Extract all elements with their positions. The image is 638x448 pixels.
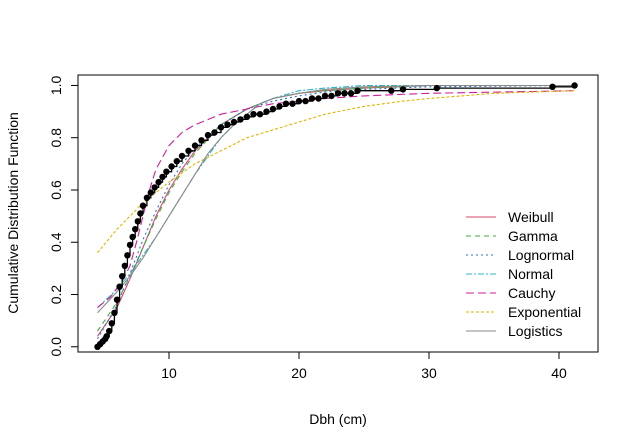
x-tick-label: 30 [421,365,437,381]
empirical-point [263,108,270,115]
empirical-point [111,309,118,316]
empirical-point [250,111,257,118]
series-logistics-line [97,84,575,314]
x-axis-label: Dbh (cm) [309,411,367,427]
empirical-point [289,100,296,107]
empirical-point [230,118,238,126]
x-tick-label: 20 [291,365,307,381]
empirical-point [173,158,180,165]
empirical-point [224,121,231,128]
y-tick-label: 0.8 [48,128,64,148]
y-tick-label: 0.6 [48,180,64,200]
legend-label-lognormal: Lognormal [508,247,574,263]
series-weibull-line [97,84,575,337]
empirical-point [243,113,251,121]
empirical-point [113,296,121,303]
y-tick-label: 0.2 [48,285,64,305]
empirical-point [341,90,348,97]
empirical-point [147,189,154,196]
series-gamma-line [97,84,575,332]
empirical-point [308,95,316,102]
empirical-point [276,103,283,110]
empirical-point [129,233,136,241]
empirical-point [178,152,186,160]
y-tick-label: 1.0 [48,76,64,96]
empirical-point [211,129,218,136]
x-axis: 10 20 30 40 [161,351,567,381]
series-normal-line [97,84,575,309]
legend-label-weibull: Weibull [508,209,554,225]
empirical-point [204,131,212,139]
empirical-point [143,194,151,201]
empirical-point [191,142,199,149]
x-tick-label: 10 [161,365,177,381]
y-tick-label: 0.0 [48,337,64,357]
series-lognormal-line [97,84,575,340]
empirical-point [571,82,578,89]
empirical-point [315,95,322,102]
empirical-point [328,92,335,100]
empirical-point [282,100,290,107]
empirical-point [198,137,205,144]
empirical-point [256,111,264,118]
empirical-points [94,82,578,350]
series-cauchy-line [97,90,575,309]
empirical-point [108,320,116,327]
empirical-point [103,333,110,340]
empirical-point [151,184,158,191]
y-tick-label: 0.4 [48,232,64,252]
empirical-point [302,97,309,105]
empirical-point [106,327,113,335]
empirical-point [269,105,277,113]
empirical-point [124,252,131,259]
legend-label-logistics: Logistics [508,323,562,339]
legend-label-cauchy: Cauchy [508,285,555,301]
empirical-point [237,116,244,123]
empirical-point [399,86,407,93]
series-exponential-line [97,90,575,254]
empirical-point [137,210,144,217]
empirical-point [168,163,175,170]
empirical-point [134,218,141,225]
empirical-point [321,92,329,100]
empirical-point [126,241,134,249]
series-layer [97,84,575,340]
y-axis: 0.0 0.2 0.4 0.6 0.8 1.0 [48,76,79,357]
empirical-point [347,90,355,97]
empirical-point [334,90,342,97]
x-tick-label: 40 [551,365,567,381]
legend-label-normal: Normal [508,266,553,282]
empirical-point [295,97,303,105]
legend-label-gamma: Gamma [508,228,558,244]
empirical-point [185,147,192,154]
empirical-point [121,262,128,269]
empirical-point [116,283,123,290]
y-axis-label: Cumulative Distribution Function [5,112,21,314]
legend-label-exponential: Exponential [508,304,581,320]
empirical-point [549,83,556,91]
empirical-point [159,173,166,181]
empirical-point [388,87,395,94]
legend: Weibull Gamma Lognormal Normal Cauchy Exponen… [466,209,581,339]
empirical-point [139,202,147,209]
empirical-point [132,226,139,233]
empirical-point [119,273,126,280]
empirical-point [163,168,170,175]
empirical-point [354,87,361,94]
empirical-point [433,84,440,92]
empirical-point [217,124,225,131]
empirical-point [155,178,162,186]
